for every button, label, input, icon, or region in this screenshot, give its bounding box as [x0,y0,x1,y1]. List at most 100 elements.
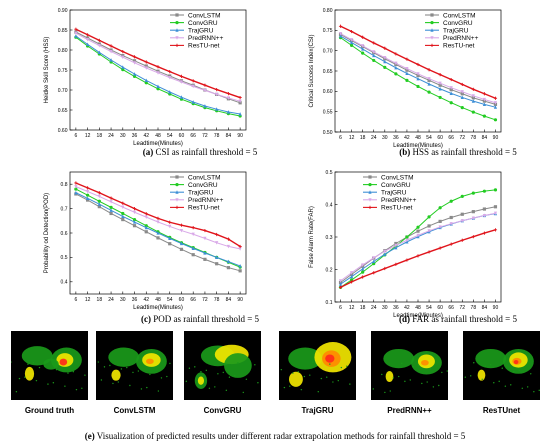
data-point [226,266,230,270]
echo-speck [97,361,100,363]
x-tick-label: 48 [155,297,161,303]
data-point [97,202,101,206]
radar-visualization-row: Ground truth ConvLSTM ConvGRU TrajGRU PredRN… [11,331,540,415]
data-point [438,86,442,91]
radar-label-ground-truth: Ground truth [25,406,74,415]
echo-speck [245,378,248,380]
data-point [203,83,207,87]
echo-speck [254,364,256,366]
data-point [179,228,184,233]
y-tick-label: 0.8 [61,182,68,188]
data-point [449,86,453,90]
echo-speck [24,376,26,378]
echo-speck [392,377,395,379]
legend-label: ConvLSTM [188,12,221,19]
data-point [460,212,464,216]
x-tick-label: 90 [493,135,499,141]
echo-speck [225,389,228,392]
series-predrnn- [338,31,498,105]
data-point [438,83,442,87]
data-point [203,104,207,108]
data-point [121,211,125,216]
data-point [482,207,486,211]
y-axis-label: Critical Success Index(CSI) [309,34,315,107]
legend-label: TrajGRU [443,28,469,35]
y-tick-label: 0.1 [326,300,333,306]
data-point [394,52,398,56]
legend-label: ConvLSTM [381,174,414,181]
data-point [405,66,409,71]
echo-speck [303,375,306,378]
data-point [338,24,343,28]
x-tick-label: 6 [74,133,77,139]
data-point [427,82,431,86]
y-tick-label: 0.6 [61,231,68,237]
echo-speck [372,388,375,390]
data-point [121,201,125,205]
y-tick-label: 0.60 [323,89,333,95]
x-tick-label: 90 [493,305,499,311]
echo-speck [234,375,236,377]
data-point [449,77,453,82]
echo-speck [109,364,111,367]
y-tick-label: 0.4 [61,280,68,286]
legend-label: ConvGRU [188,20,218,27]
data-point [482,213,486,218]
data-point [168,220,172,224]
echo-region [477,369,486,381]
data-point [215,255,219,259]
data-point [203,236,207,241]
echo-speck [501,367,503,369]
data-point [394,245,398,250]
series-predrnn- [74,31,242,104]
legend-marker [175,183,179,187]
echo-speck [398,375,400,378]
legend-marker [430,21,434,25]
echo-speck [140,388,143,390]
data-point [203,257,207,261]
echo-speck [103,366,106,368]
data-point [482,92,486,96]
data-point [97,199,101,203]
data-point [74,187,78,191]
y-tick-label: 0.85 [58,28,68,34]
data-point [350,29,354,34]
legend-marker [175,43,179,47]
y-tick-label: 0.55 [323,109,333,115]
data-point [405,238,409,243]
data-point [179,223,184,227]
echo-speck [257,382,259,384]
data-point [350,278,354,282]
data-point [168,70,172,74]
data-point [471,96,475,100]
echo-speck [217,373,219,375]
legend-label: ResTU-net [188,43,220,50]
data-point [405,57,409,61]
data-point [471,87,475,91]
data-point [144,230,148,234]
y-tick-label: 0.65 [58,108,68,114]
data-point [191,246,195,250]
data-point [86,42,90,46]
x-tick-label: 84 [226,297,232,303]
data-point [74,190,78,195]
echo-speck [510,384,512,386]
data-point [372,259,376,263]
data-point [460,238,464,242]
echo-speck [120,368,123,370]
echo-speck [15,391,18,393]
data-point [86,186,90,190]
data-point [361,266,365,271]
x-tick-label: 18 [360,305,366,311]
series-restu-net [74,27,242,100]
y-tick-label: 0.7 [61,206,68,212]
legend-label: PredRNN++ [381,197,417,204]
data-point [338,34,343,38]
data-point [383,252,387,256]
echo-region [385,371,394,383]
data-point [405,235,409,239]
data-point [372,41,376,45]
